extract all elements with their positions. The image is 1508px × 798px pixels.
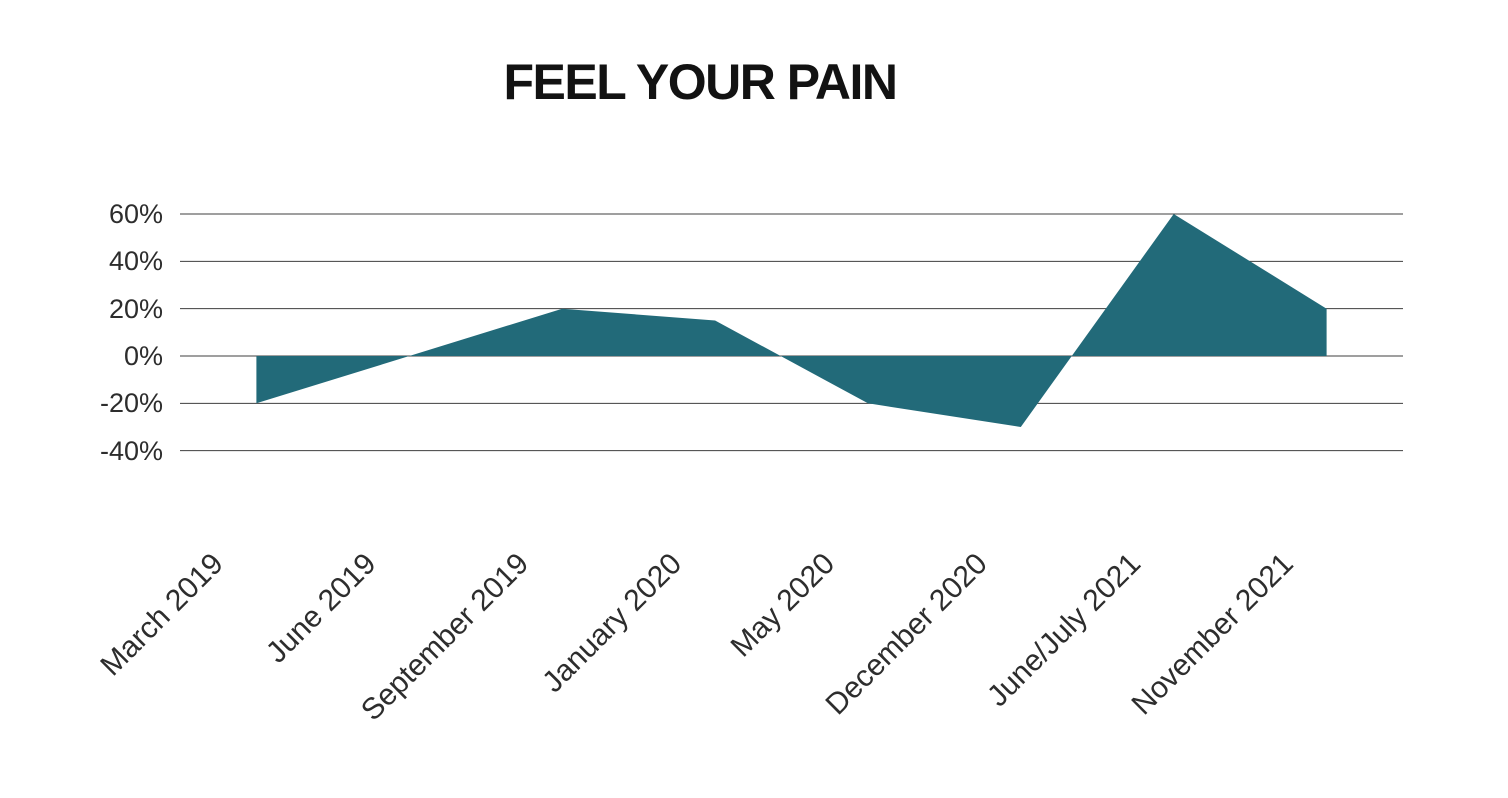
y-tick-label: -20% (99, 388, 163, 419)
y-tick-label: 60% (108, 199, 163, 229)
area-series (256, 214, 1327, 427)
y-tick-label: 20% (108, 293, 163, 324)
y-tick-label: -40% (99, 435, 163, 466)
chart-title: FEEL YOUR PAIN (503, 54, 898, 110)
y-tick-label: 0% (123, 341, 163, 371)
y-tick-label: 40% (108, 246, 163, 277)
